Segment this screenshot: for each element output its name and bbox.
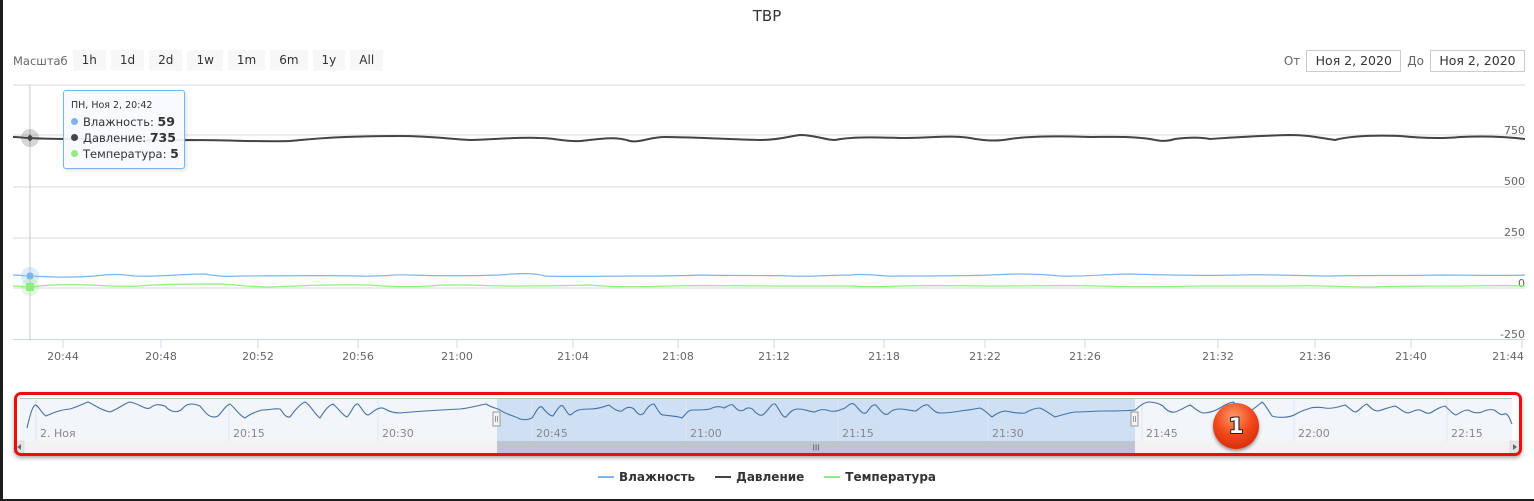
y-tick-label: 750 xyxy=(1504,124,1525,137)
y-axis-labels: 750 500 250 0 -250 xyxy=(1500,124,1525,341)
x-tick-label: 20:56 xyxy=(342,350,374,363)
pressure-hover-marker xyxy=(26,134,34,142)
series-temperature-line[interactable] xyxy=(12,283,1526,288)
window-left-border xyxy=(0,0,3,501)
tooltip-header: ПН, Ноя 2, 20:42 xyxy=(71,100,153,111)
navigator-labels: 2. Ноя 20:15 20:30 20:45 21:00 21:15 21:… xyxy=(40,427,1483,440)
x-tick-label: 21:36 xyxy=(1299,350,1331,363)
y-tick-label: 500 xyxy=(1504,175,1525,188)
x-tick-label: 20:44 xyxy=(47,350,79,363)
tooltip-value: 5 xyxy=(170,146,179,161)
y-tick-label: 0 xyxy=(1518,277,1525,290)
humidity-hover-marker xyxy=(25,271,35,281)
navigator-grid xyxy=(35,399,1448,441)
navigator-scrollbar[interactable]: III xyxy=(13,440,1521,454)
tooltip-row-temperature: Температура: 5 xyxy=(71,146,179,162)
chart-title: TBP xyxy=(752,7,782,25)
navigator-label: 22:15 xyxy=(1451,427,1483,440)
x-tick-label: 21:44 xyxy=(1492,350,1524,363)
x-tick-label: 21:32 xyxy=(1202,350,1234,363)
navigator-selected-range[interactable] xyxy=(497,399,1135,441)
tooltip-value: 735 xyxy=(149,130,176,145)
x-tick-label: 21:40 xyxy=(1395,350,1427,363)
range-button-6m[interactable]: 6m xyxy=(270,50,308,71)
x-tick-label: 21:08 xyxy=(662,350,694,363)
temperature-hover-marker xyxy=(26,283,34,291)
to-label: До xyxy=(1407,54,1424,68)
window-bottom-border xyxy=(0,499,1534,501)
legend-line-icon xyxy=(824,476,841,478)
range-button-1d[interactable]: 1d xyxy=(110,50,145,71)
tooltip: ПН, Ноя 2, 20:42 Влажность: 59 Давление:… xyxy=(63,90,185,169)
humidity-dot-icon xyxy=(71,118,78,125)
series-pressure-line[interactable] xyxy=(12,133,1526,143)
tooltip-label: Температура: xyxy=(83,147,167,161)
legend-label: Давление xyxy=(736,470,805,484)
navigator[interactable]: 2. Ноя 20:15 20:30 20:45 21:00 21:15 21:… xyxy=(20,398,1513,442)
series-humidity-line[interactable] xyxy=(12,273,1526,278)
scrollbar-thumb[interactable] xyxy=(497,441,1135,453)
x-tick-label: 21:18 xyxy=(868,350,900,363)
legend-label: Влажность xyxy=(618,470,696,484)
x-tick-label: 21:04 xyxy=(557,350,589,363)
from-date-input[interactable]: Ноя 2, 2020 xyxy=(1306,50,1402,72)
scroll-right-arrow-icon xyxy=(1513,444,1517,450)
x-tick-label: 20:52 xyxy=(242,350,274,363)
navigator-label: 21:00 xyxy=(690,427,722,440)
range-selector-label: Масштаб xyxy=(13,53,68,68)
range-button-1m[interactable]: 1m xyxy=(227,50,266,71)
scrollbar-grip-icon: III xyxy=(812,444,819,453)
tooltip-row-pressure: Давление: 735 xyxy=(71,130,177,146)
y-grid-lines xyxy=(13,84,1525,289)
range-button-1h[interactable]: 1h xyxy=(72,50,106,71)
legend-item-humidity[interactable]: Влажность xyxy=(597,470,696,484)
navigator-label: 20:30 xyxy=(382,427,414,440)
x-tick-label: 21:00 xyxy=(441,350,473,363)
to-date-input[interactable]: Ноя 2, 2020 xyxy=(1430,50,1525,72)
legend-label: Температура xyxy=(845,470,937,484)
legend-line-icon xyxy=(715,476,732,478)
tooltip-value: 59 xyxy=(157,114,175,129)
y-tick-label: -250 xyxy=(1500,328,1525,341)
navigator-label: 2. Ноя xyxy=(40,427,76,440)
navigator-left-handle[interactable] xyxy=(492,411,501,427)
legend: Влажность Давление Температура xyxy=(0,470,1534,484)
tooltip-label: Влажность: xyxy=(83,115,154,129)
navigator-label: 20:15 xyxy=(233,427,265,440)
x-tick-label: 21:22 xyxy=(969,350,1001,363)
date-range-inputs: От Ноя 2, 2020 До Ноя 2, 2020 xyxy=(1278,50,1525,72)
navigator-label: 21:30 xyxy=(992,427,1024,440)
from-label: От xyxy=(1283,54,1301,68)
x-tick-label: 21:12 xyxy=(758,350,790,363)
y-tick-label: 250 xyxy=(1504,226,1525,239)
range-button-1w[interactable]: 1w xyxy=(187,50,223,71)
tooltip-label: Давление: xyxy=(83,131,147,145)
navigator-label: 22:00 xyxy=(1298,427,1330,440)
x-tick-label: 20:48 xyxy=(145,350,177,363)
x-tick-label: 21:26 xyxy=(1069,350,1101,363)
x-axis-ticks xyxy=(62,340,1523,348)
scroll-left-arrow-icon xyxy=(17,444,21,450)
annotation-highlight-box xyxy=(14,392,1522,456)
pressure-dot-icon xyxy=(71,134,78,141)
navigator-label: 21:15 xyxy=(842,427,874,440)
navigator-label: 20:45 xyxy=(536,427,568,440)
annotation-badge: 1 xyxy=(1213,403,1259,449)
x-axis-labels: 20:44 20:48 20:52 20:56 21:00 21:04 21:0… xyxy=(47,350,1524,363)
range-button-2d[interactable]: 2d xyxy=(149,50,183,71)
temperature-dot-icon xyxy=(71,150,78,157)
range-button-all[interactable]: All xyxy=(350,50,384,71)
range-button-1y[interactable]: 1y xyxy=(312,50,346,71)
tooltip-row-humidity: Влажность: 59 xyxy=(71,114,177,130)
legend-line-icon xyxy=(597,476,614,478)
navigator-series-line xyxy=(26,401,1513,429)
legend-item-pressure[interactable]: Давление xyxy=(715,470,804,484)
navigator-label: 21:45 xyxy=(1146,427,1178,440)
legend-item-temperature[interactable]: Температура xyxy=(824,470,936,484)
range-selector: Масштаб 1h 1d 2d 1w 1m 6m 1y All xyxy=(13,50,388,71)
navigator-right-handle[interactable] xyxy=(1130,411,1139,427)
